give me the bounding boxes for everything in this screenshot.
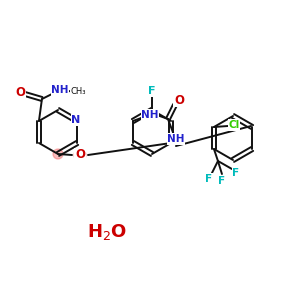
Text: O: O: [174, 94, 184, 106]
Text: N: N: [71, 115, 81, 125]
Text: CH₃: CH₃: [70, 86, 86, 95]
Circle shape: [74, 149, 86, 161]
Text: Cl: Cl: [228, 120, 240, 130]
Text: H$_2$O: H$_2$O: [87, 222, 127, 242]
Circle shape: [53, 149, 63, 159]
Text: NH: NH: [141, 110, 159, 120]
Text: O: O: [75, 148, 85, 161]
Text: F: F: [218, 176, 226, 186]
Text: O: O: [15, 86, 25, 100]
Text: NH: NH: [167, 134, 185, 144]
Text: F: F: [206, 174, 212, 184]
Text: NH: NH: [51, 85, 69, 95]
Text: F: F: [148, 86, 156, 96]
Text: F: F: [232, 168, 239, 178]
